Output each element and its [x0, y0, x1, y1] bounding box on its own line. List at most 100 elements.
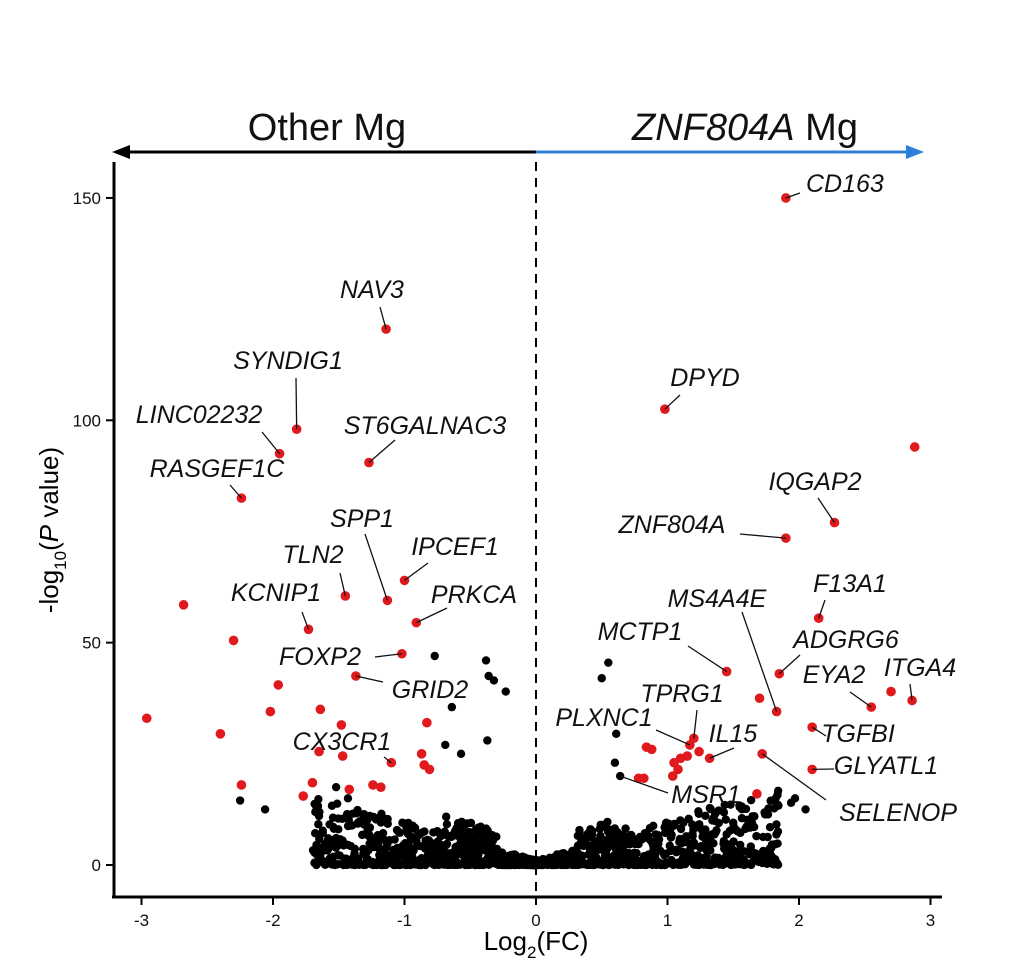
- data-point-nonsignificant: [666, 833, 676, 842]
- data-point-nonsignificant: [746, 795, 756, 805]
- data-point-nonsignificant: [671, 860, 680, 869]
- data-point-nonsignificant: [405, 844, 415, 853]
- data-point-nonsignificant: [500, 854, 509, 863]
- data-point-nonsignificant: [603, 835, 612, 844]
- data-point-nonsignificant: [451, 848, 460, 857]
- data-point-nonsignificant: [488, 845, 497, 855]
- data-point-nonsignificant: [739, 847, 749, 856]
- data-point-nonsignificant: [651, 830, 660, 839]
- data-point-nonsignificant: [417, 860, 426, 870]
- data-point-nonsignificant: [480, 825, 490, 834]
- data-point-nonsignificant: [434, 855, 443, 864]
- x-tick-label: 0: [531, 911, 540, 930]
- data-point-nonsignificant: [312, 860, 321, 870]
- leader-line: [664, 394, 681, 410]
- leader-line: [368, 439, 396, 464]
- data-point-nonsignificant: [769, 860, 778, 869]
- leader-line: [655, 729, 691, 746]
- gene-label: TPRG1: [640, 680, 723, 708]
- data-point-significant: [215, 729, 226, 739]
- data-point-nonsignificant: [735, 802, 745, 812]
- data-point-nonsignificant: [317, 848, 326, 857]
- y-ticks: 0 50 100 150: [73, 189, 114, 875]
- data-point-significant: [228, 635, 239, 646]
- data-point-nonsignificant: [621, 824, 630, 833]
- data-point-nonsignificant: [634, 856, 644, 866]
- data-point-nonsignificant: [610, 758, 620, 767]
- gene-label: SELENOP: [839, 799, 957, 827]
- data-point-significant: [694, 746, 704, 757]
- data-point-significant: [368, 780, 378, 790]
- data-point-nonsignificant: [503, 860, 513, 869]
- gene-label: MCTP1: [598, 618, 683, 646]
- data-point-significant: [337, 751, 348, 761]
- data-point-significant: [273, 680, 284, 690]
- data-point-nonsignificant: [628, 858, 637, 868]
- data-point-nonsignificant: [774, 801, 783, 810]
- leader-line: [383, 756, 392, 764]
- data-point-nonsignificant: [486, 838, 495, 847]
- data-point-nonsignificant: [736, 840, 745, 850]
- data-point-nonsignificant: [667, 822, 676, 832]
- data-point-nonsignificant: [318, 826, 327, 835]
- y-axis-label: -log10(P value): [34, 447, 70, 613]
- data-point-nonsignificant: [759, 856, 768, 865]
- x-tick-label: -2: [265, 911, 280, 930]
- data-point-significant: [752, 789, 762, 799]
- data-point-nonsignificant: [773, 839, 782, 848]
- gene-label: LINC02232: [136, 401, 263, 429]
- data-point-significant: [633, 773, 644, 784]
- data-point-significant: [381, 324, 391, 334]
- data-point-significant: [265, 706, 276, 717]
- gene-label: ADGRG6: [791, 626, 899, 654]
- data-point-nonsignificant: [629, 848, 639, 858]
- gene-label: PRKCA: [431, 581, 517, 609]
- data-point-nonsignificant: [390, 835, 399, 844]
- data-point-nonsignificant: [461, 857, 471, 866]
- x-tick-label: 2: [794, 911, 803, 930]
- data-point-nonsignificant: [441, 740, 450, 750]
- left-header-label: Other Mg: [248, 107, 406, 149]
- data-point-nonsignificant: [355, 817, 364, 826]
- data-point-nonsignificant: [470, 860, 480, 869]
- data-point-nonsignificant: [537, 859, 547, 868]
- data-point-nonsignificant: [463, 819, 472, 828]
- data-point-nonsignificant: [559, 851, 569, 861]
- data-point-nonsignificant: [736, 828, 745, 838]
- data-point-nonsignificant: [719, 836, 729, 846]
- leader-line: [404, 562, 429, 581]
- data-point-nonsignificant: [481, 656, 491, 665]
- gene-label: IL15: [709, 720, 758, 748]
- data-point-nonsignificant: [364, 831, 373, 841]
- gene-label: RASGEF1C: [150, 455, 286, 483]
- data-point-nonsignificant: [501, 687, 510, 696]
- gene-label: NAV3: [340, 276, 404, 304]
- data-point-nonsignificant: [358, 830, 367, 840]
- data-point-nonsignificant: [527, 860, 536, 870]
- data-point-significant: [344, 784, 355, 795]
- gene-label: KCNIP1: [231, 579, 321, 607]
- y-tick-label: 100: [73, 411, 101, 430]
- data-point-nonsignificant: [402, 853, 411, 863]
- data-point-significant: [376, 782, 386, 792]
- gene-label: IQGAP2: [768, 468, 861, 496]
- leader-line: [301, 611, 310, 630]
- data-point-nonsignificant: [359, 809, 369, 819]
- gene-label: MSR1: [671, 781, 740, 809]
- data-point-nonsignificant: [759, 846, 768, 856]
- data-point-nonsignificant: [666, 846, 675, 856]
- data-point-nonsignificant: [700, 840, 710, 849]
- data-point-nonsignificant: [421, 842, 431, 851]
- gene-label: GLYATL1: [834, 752, 938, 780]
- data-point-nonsignificant: [601, 820, 610, 829]
- data-point-nonsignificant: [492, 832, 501, 841]
- leader-line: [687, 645, 728, 673]
- data-point-nonsignificant: [579, 837, 589, 846]
- data-point-significant: [422, 717, 432, 728]
- gene-label: IPCEF1: [411, 533, 499, 561]
- data-point-significant: [667, 771, 678, 781]
- data-point-nonsignificant: [465, 837, 475, 846]
- data-point-nonsignificant: [441, 812, 451, 821]
- leader-line: [229, 484, 242, 499]
- data-point-nonsignificant: [327, 801, 337, 810]
